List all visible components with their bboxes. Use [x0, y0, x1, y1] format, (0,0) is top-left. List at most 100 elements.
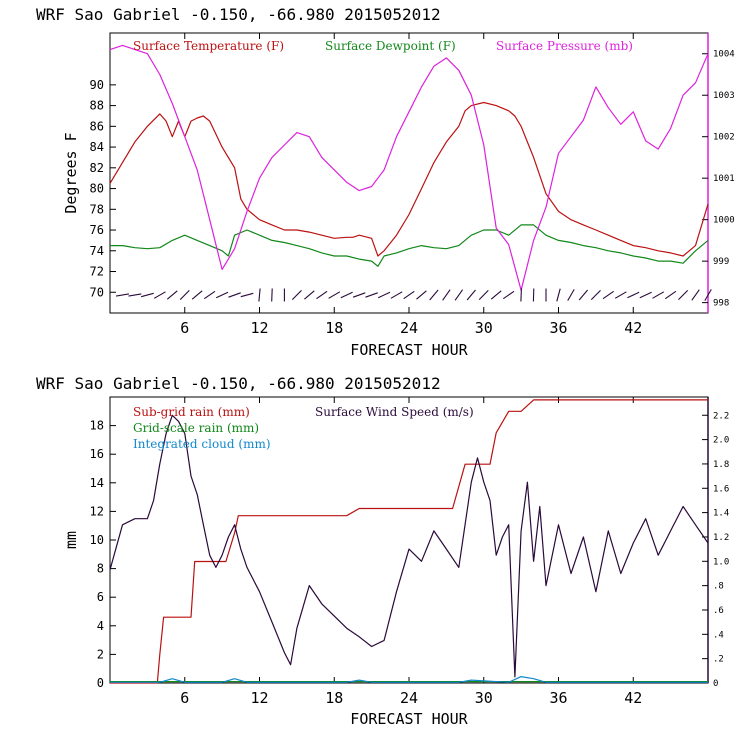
wind-barb: [153, 291, 166, 299]
chart-panel-1: WRF Sao Gabriel -0.150, -66.980 20150520…: [36, 5, 735, 359]
wind-barb: [454, 289, 464, 301]
y-tick-label: 90: [90, 78, 104, 92]
wind-barb: [691, 289, 700, 301]
chart-title: WRF Sao Gabriel -0.150, -66.980 20150520…: [36, 5, 441, 24]
y2-tick-label: .4: [713, 630, 724, 640]
y2-tick-label: 1.0: [713, 557, 729, 567]
wind-barb: [179, 290, 190, 300]
y2-tick-label: 998: [713, 299, 729, 309]
wind-barb: [166, 290, 178, 300]
wind-barb: [639, 291, 652, 299]
y2-tick-label: 1.8: [713, 460, 729, 470]
wind-barb: [365, 292, 378, 298]
x-tick-label: 30: [475, 319, 493, 337]
wind-barb: [316, 290, 328, 300]
wind-barb: [478, 290, 489, 300]
wind-barb: [704, 289, 712, 301]
series-line-1: [109, 101, 709, 257]
wind-barb: [627, 291, 640, 299]
x-tick-label: 6: [180, 689, 189, 707]
wind-barb: [291, 290, 302, 300]
y2-tick-label: 1003: [713, 91, 735, 101]
y-tick-label: 82: [90, 161, 104, 175]
wind-barb: [328, 291, 341, 299]
x-tick-label: 12: [250, 689, 268, 707]
y-tick-label: 18: [90, 419, 104, 433]
y2-tick-label: .6: [713, 606, 724, 616]
y-tick-label: 4: [97, 619, 104, 633]
wind-barb: [502, 290, 515, 300]
series-line-2: [110, 224, 709, 267]
y-tick-label: 12: [90, 504, 104, 518]
wind-barb: [578, 289, 589, 301]
y-tick-label: 80: [90, 182, 104, 196]
y-tick-label: 78: [90, 202, 104, 216]
wind-barb: [614, 291, 627, 299]
wind-barb: [271, 288, 273, 302]
wind-barb: [416, 290, 427, 300]
y2-tick-label: 2.2: [713, 411, 729, 421]
y2-tick-label: 1000: [713, 216, 735, 226]
legend-entry: Integrated cloud (mm): [133, 437, 271, 451]
series-line-4: [110, 675, 708, 683]
wind-barb: [116, 293, 129, 297]
wind-barb: [490, 290, 502, 300]
y2-tick-label: 2.0: [713, 436, 729, 446]
y-tick-label: 14: [90, 476, 104, 490]
wind-barb: [466, 289, 476, 301]
y-tick-label: 88: [90, 99, 104, 113]
wind-barb: [442, 289, 451, 301]
x-tick-label: 42: [624, 689, 642, 707]
wind-barb: [340, 291, 353, 299]
wind-barb: [215, 291, 229, 299]
y-tick-label: 74: [90, 244, 104, 258]
wind-barb: [390, 291, 403, 299]
y-tick-label: 84: [90, 140, 104, 154]
wind-barb: [567, 289, 575, 301]
wind-barb: [203, 290, 216, 300]
y2-tick-label: .8: [713, 582, 724, 592]
legend-entry: Surface Pressure (mb): [496, 39, 633, 53]
wind-barb: [352, 292, 366, 298]
wind-barb: [403, 290, 415, 300]
x-tick-label: 18: [325, 319, 343, 337]
y-tick-label: 8: [97, 562, 104, 576]
x-tick-label: 42: [624, 319, 642, 337]
x-tick-label: 6: [180, 319, 189, 337]
legend-entry: Surface Temperature (F): [133, 39, 284, 53]
y-tick-label: 86: [90, 119, 104, 133]
wind-barb: [377, 291, 391, 299]
x-tick-label: 24: [400, 319, 418, 337]
wind-barb: [228, 292, 241, 298]
wind-barb: [602, 290, 615, 300]
x-tick-label: 36: [549, 319, 567, 337]
wind-barb: [240, 292, 254, 298]
y2-tick-label: 1001: [713, 174, 735, 184]
x-axis-label: FORECAST HOUR: [350, 341, 468, 359]
y2-tick-label: 0: [713, 679, 718, 689]
wind-barb: [678, 290, 689, 300]
chart-panel-2: WRF Sao Gabriel -0.150, -66.980 20150520…: [36, 374, 729, 728]
wind-barb: [304, 290, 315, 300]
y-tick-label: 76: [90, 223, 104, 237]
y-tick-label: 2: [97, 647, 104, 661]
y-axis-label: mm: [62, 531, 80, 549]
series-line-2: [109, 414, 709, 678]
y2-tick-label: 1002: [713, 133, 735, 143]
wind-barb: [191, 290, 203, 300]
legend-entry: Grid-scale rain (mm): [133, 421, 259, 435]
x-tick-label: 24: [400, 689, 418, 707]
y-tick-label: 72: [90, 265, 104, 279]
y2-tick-label: 1.2: [713, 533, 729, 543]
x-tick-label: 36: [549, 689, 567, 707]
legend-entry: Sub-grid rain (mm): [133, 405, 250, 419]
y2-tick-label: 1.4: [713, 509, 729, 519]
x-tick-label: 30: [475, 689, 493, 707]
x-tick-label: 12: [250, 319, 268, 337]
y2-tick-label: 999: [713, 257, 729, 267]
chart-title: WRF Sao Gabriel -0.150, -66.980 20150520…: [36, 374, 441, 393]
wind-barb: [664, 290, 677, 300]
wind-barb: [556, 288, 561, 302]
y-tick-label: 16: [90, 447, 104, 461]
